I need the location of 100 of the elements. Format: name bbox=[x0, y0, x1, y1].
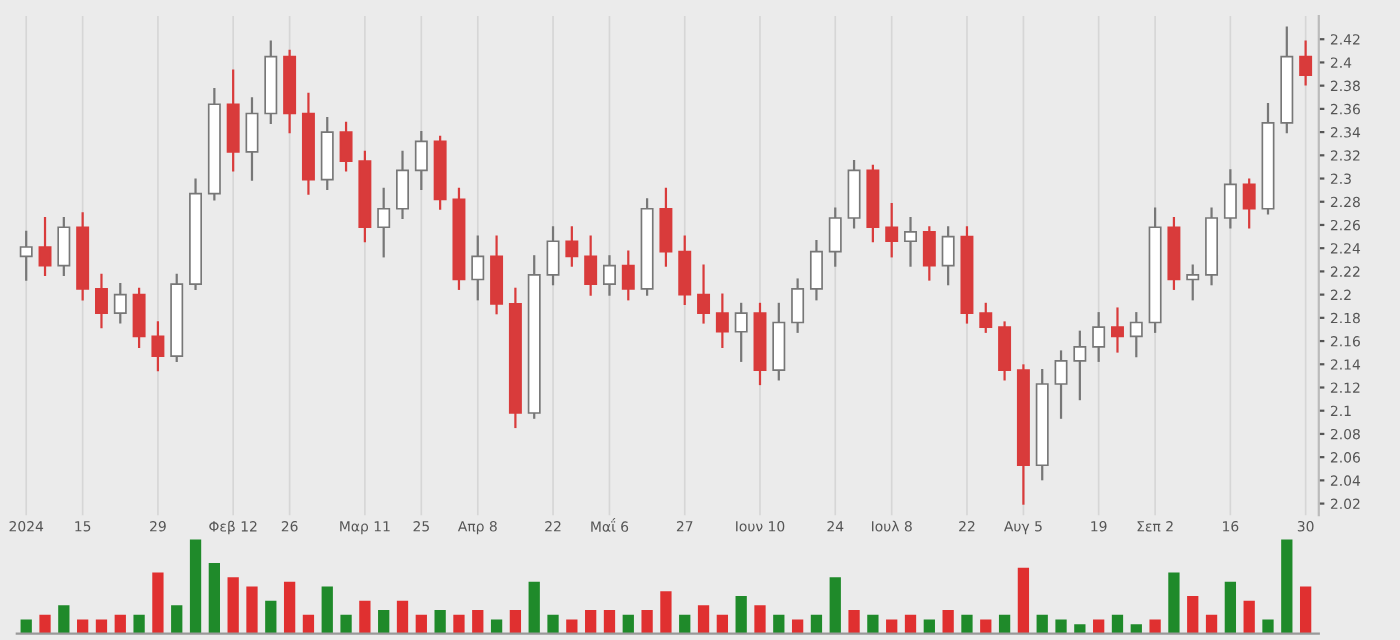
candlestick bbox=[396, 150, 409, 220]
candlestick bbox=[1186, 264, 1200, 301]
bar bbox=[1262, 619, 1274, 634]
candlestick bbox=[678, 235, 692, 306]
bar bbox=[77, 619, 89, 634]
candlestick bbox=[828, 207, 842, 267]
candlestick bbox=[602, 255, 616, 296]
bar bbox=[265, 600, 277, 634]
candlestick bbox=[922, 226, 936, 281]
candlestick bbox=[546, 226, 560, 286]
candlestick bbox=[1223, 169, 1237, 229]
bar bbox=[886, 619, 898, 634]
bar bbox=[980, 619, 992, 634]
bar bbox=[603, 610, 616, 634]
candlestick bbox=[941, 226, 955, 286]
candlestick bbox=[245, 97, 259, 181]
candlestick bbox=[1054, 350, 1068, 419]
bar bbox=[321, 586, 333, 634]
bar bbox=[472, 610, 484, 634]
candlestick bbox=[377, 187, 391, 258]
bar bbox=[509, 610, 522, 634]
bar bbox=[660, 591, 672, 634]
candlestick bbox=[904, 216, 917, 267]
bar bbox=[585, 610, 597, 634]
candlestick bbox=[320, 117, 334, 191]
candlestick bbox=[847, 160, 861, 229]
bar bbox=[697, 605, 710, 634]
bar bbox=[283, 581, 296, 634]
bar bbox=[528, 581, 540, 634]
bar bbox=[1299, 586, 1312, 634]
bar bbox=[133, 614, 145, 634]
candlestick bbox=[715, 293, 729, 348]
candlestick bbox=[1092, 312, 1106, 362]
bar bbox=[1168, 572, 1180, 634]
bar bbox=[490, 619, 503, 634]
bar bbox=[566, 619, 578, 634]
candlestick bbox=[132, 287, 146, 348]
candlestick bbox=[1299, 40, 1313, 86]
candlestick bbox=[226, 69, 240, 172]
bar bbox=[227, 577, 239, 634]
candlestick bbox=[697, 264, 711, 324]
candlestick bbox=[772, 302, 786, 381]
candlestick bbox=[885, 202, 899, 258]
bar bbox=[152, 572, 164, 634]
candlestick bbox=[414, 130, 428, 191]
bar bbox=[754, 605, 766, 634]
bar bbox=[58, 605, 70, 634]
candlestick bbox=[565, 226, 579, 267]
bar bbox=[1055, 619, 1067, 634]
candlestick bbox=[471, 235, 485, 301]
candlestick bbox=[339, 121, 353, 172]
bar bbox=[735, 595, 747, 634]
bar bbox=[453, 614, 465, 634]
candlestick bbox=[490, 235, 504, 315]
candlestick bbox=[1073, 330, 1087, 401]
bar bbox=[791, 619, 804, 634]
bar bbox=[340, 614, 352, 634]
candlestick bbox=[659, 187, 673, 267]
bar bbox=[923, 619, 935, 634]
bar bbox=[20, 619, 32, 634]
bar bbox=[189, 539, 202, 634]
bar bbox=[547, 614, 559, 634]
bar bbox=[942, 610, 954, 634]
bar bbox=[359, 600, 371, 634]
candlestick bbox=[19, 230, 33, 281]
bar bbox=[208, 563, 220, 634]
bar bbox=[961, 614, 973, 634]
bar bbox=[246, 586, 258, 634]
bar bbox=[95, 619, 108, 634]
candlestick bbox=[94, 273, 108, 329]
bar bbox=[378, 610, 390, 634]
candlestick bbox=[998, 321, 1012, 381]
bar bbox=[39, 614, 51, 634]
candlestick bbox=[621, 250, 635, 301]
bar bbox=[1017, 567, 1030, 634]
bar bbox=[1281, 539, 1293, 634]
bar bbox=[171, 605, 183, 634]
candlestick bbox=[113, 283, 127, 324]
bar bbox=[1224, 581, 1237, 634]
bar bbox=[867, 614, 879, 634]
candlestick bbox=[584, 235, 598, 296]
candlestick bbox=[38, 216, 52, 276]
candlestick bbox=[1242, 178, 1256, 229]
bar bbox=[1093, 619, 1105, 634]
candlestick bbox=[1110, 307, 1124, 353]
candlestick bbox=[791, 278, 805, 333]
bar bbox=[1149, 619, 1161, 634]
candlestick bbox=[1129, 312, 1143, 358]
bar bbox=[641, 610, 653, 634]
bar bbox=[434, 610, 446, 634]
candlestick bbox=[57, 216, 71, 276]
bar bbox=[1243, 600, 1255, 634]
candlestick bbox=[734, 302, 748, 362]
candlestick bbox=[979, 302, 993, 333]
candlestick bbox=[809, 240, 823, 301]
bar bbox=[396, 600, 409, 634]
bar bbox=[1187, 595, 1199, 634]
bar bbox=[848, 610, 860, 634]
candlestick bbox=[151, 321, 165, 372]
bar bbox=[829, 577, 841, 634]
